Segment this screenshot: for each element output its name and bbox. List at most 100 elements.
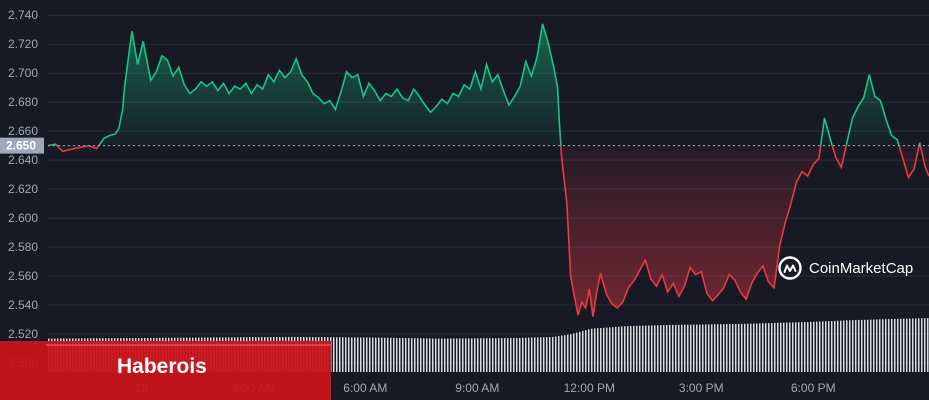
volume-bar [612, 327, 614, 372]
volume-bar [483, 338, 485, 372]
volume-bar [810, 321, 812, 372]
volume-bar [777, 322, 779, 372]
volume-bar [669, 324, 671, 372]
volume-bar [876, 319, 878, 372]
volume-bar [477, 338, 479, 372]
volume-bar [615, 326, 617, 372]
brand-name: CoinMarketCap [809, 260, 913, 277]
volume-bar [435, 338, 437, 372]
volume-bar [642, 325, 644, 372]
volume-bar [585, 330, 587, 372]
volume-bar [657, 325, 659, 372]
volume-bar [507, 338, 509, 372]
volume-bar [639, 325, 641, 372]
volume-bar [582, 330, 584, 372]
volume-bar [510, 338, 512, 372]
y-tick-label: 2.600 [8, 211, 38, 225]
volume-bar [336, 337, 338, 372]
volume-bar [462, 338, 464, 372]
volume-bar [561, 335, 563, 372]
volume-bar [732, 324, 734, 372]
volume-bar [867, 319, 869, 372]
volume-bar [870, 319, 872, 372]
volume-bar [924, 318, 926, 372]
volume-bar [618, 326, 620, 372]
volume-bar [843, 320, 845, 372]
volume-bar [360, 337, 362, 372]
volume-bar [684, 324, 686, 372]
volume-bar [354, 337, 356, 372]
volume-bar [519, 337, 521, 372]
volume-bar [672, 324, 674, 372]
volume-bar [897, 318, 899, 372]
volume-bar [393, 337, 395, 372]
volume-bar [750, 323, 752, 372]
volume-bar [423, 338, 425, 372]
volume-bar [558, 336, 560, 372]
volume-bar [780, 322, 782, 372]
volume-bar [564, 335, 566, 372]
volume-bar [630, 326, 632, 372]
volume-bar [729, 324, 731, 372]
volume-bar [456, 338, 458, 372]
volume-bar [378, 337, 380, 372]
red-overlay-banner: Haberois [0, 341, 331, 400]
x-tick-label: 6:00 PM [791, 381, 836, 395]
volume-bar [696, 324, 698, 372]
volume-bar [762, 323, 764, 372]
volume-bar [417, 338, 419, 372]
volume-bar [879, 319, 881, 372]
volume-bar [828, 321, 830, 372]
volume-bar [369, 337, 371, 372]
volume-bar [651, 325, 653, 372]
x-tick-label: 6:00 AM [343, 381, 387, 395]
x-tick-label: 9:00 AM [455, 381, 499, 395]
volume-bar [411, 338, 413, 372]
volume-bar [429, 338, 431, 372]
volume-bar [705, 324, 707, 372]
y-tick-label: 2.640 [8, 153, 38, 167]
price-area-above-reference [48, 23, 921, 146]
volume-bar [834, 320, 836, 372]
volume-bar [720, 324, 722, 372]
price-line-above-reference [47, 23, 922, 146]
volume-bar [438, 338, 440, 372]
volume-bar [363, 337, 365, 372]
volume-bar [546, 337, 548, 372]
y-tick-label: 2.540 [8, 298, 38, 312]
volume-bar [606, 327, 608, 372]
volume-bar [900, 318, 902, 372]
volume-bar [813, 321, 815, 372]
volume-bar [609, 327, 611, 372]
y-tick-label: 2.720 [8, 37, 38, 51]
y-tick-label: 2.660 [8, 124, 38, 138]
volume-bar [702, 324, 704, 372]
brand-watermark: CoinMarketCap [778, 256, 913, 280]
volume-bar [753, 323, 755, 372]
volume-bar [342, 337, 344, 372]
volume-bar [402, 337, 404, 372]
volume-bar [915, 318, 917, 372]
volume-bar [687, 324, 689, 372]
volume-bar [786, 322, 788, 372]
volume-bar [855, 320, 857, 372]
volume-bar [390, 337, 392, 372]
volume-bar [534, 337, 536, 372]
volume-bar [543, 337, 545, 372]
volume-bar [771, 323, 773, 372]
volume-bar [348, 337, 350, 372]
y-tick-label: 2.560 [8, 269, 38, 283]
volume-bar [906, 318, 908, 372]
overlay-text: Haberois [117, 355, 207, 378]
volume-bar [798, 322, 800, 372]
volume-bar [399, 337, 401, 372]
y-tick-label: 2.620 [8, 182, 38, 196]
volume-bar [447, 338, 449, 372]
y-tick-label: 2.700 [8, 66, 38, 80]
volume-bar [825, 321, 827, 372]
volume-bar [636, 325, 638, 372]
y-tick-label: 2.520 [8, 327, 38, 341]
volume-bar [837, 320, 839, 372]
volume-bar [891, 318, 893, 372]
volume-bar [735, 323, 737, 372]
